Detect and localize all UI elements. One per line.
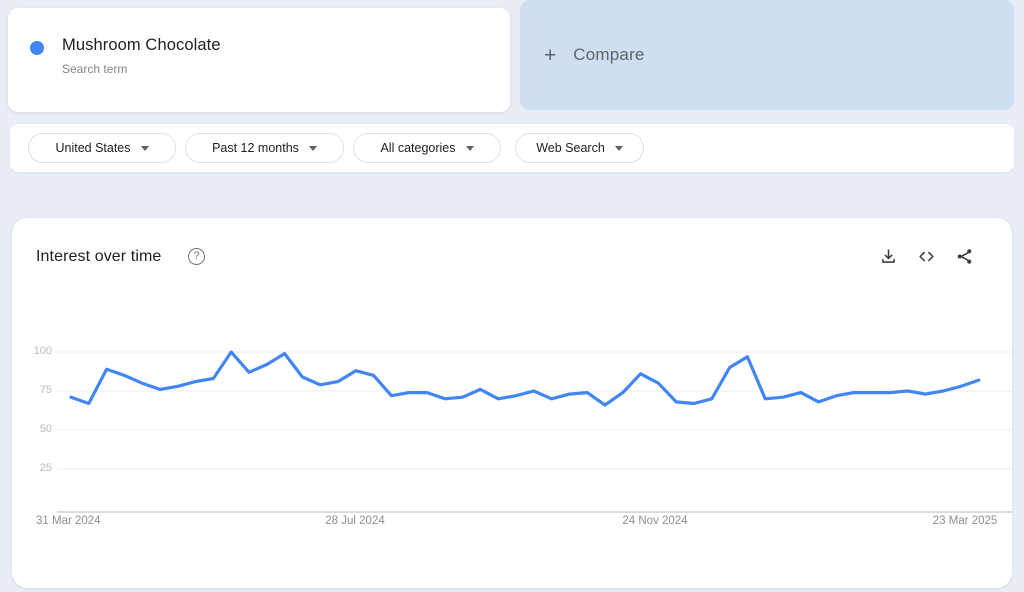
filter-timerange-label: Past 12 months bbox=[212, 141, 299, 155]
chart-actions bbox=[879, 247, 974, 266]
filter-category-dropdown[interactable]: All categories bbox=[353, 133, 501, 163]
search-term-card[interactable]: Mushroom Chocolate Search term bbox=[8, 8, 510, 112]
search-term-title: Mushroom Chocolate bbox=[62, 36, 221, 54]
x-axis-tick: 23 Mar 2025 bbox=[932, 515, 998, 527]
search-term-type-label: Search term bbox=[62, 62, 128, 76]
plus-icon: + bbox=[544, 43, 557, 67]
trend-line-plot[interactable] bbox=[57, 348, 1012, 520]
filter-searchtype-dropdown[interactable]: Web Search bbox=[515, 133, 644, 163]
embed-icon[interactable] bbox=[917, 247, 936, 266]
x-axis-tick: 31 Mar 2024 bbox=[36, 515, 101, 527]
filter-timerange-dropdown[interactable]: Past 12 months bbox=[185, 133, 344, 163]
filter-region-dropdown[interactable]: United States bbox=[28, 133, 176, 163]
compare-label: Compare bbox=[573, 45, 645, 64]
y-axis-tick: 75 bbox=[39, 384, 52, 396]
help-icon[interactable]: ? bbox=[188, 248, 205, 265]
chevron-down-icon bbox=[140, 145, 149, 151]
filter-searchtype-label: Web Search bbox=[536, 141, 605, 155]
filter-region-label: United States bbox=[55, 141, 131, 155]
chevron-down-icon bbox=[465, 145, 474, 151]
share-icon[interactable] bbox=[955, 247, 974, 266]
filter-bar: United States Past 12 months All categor… bbox=[10, 124, 1014, 172]
y-axis-tick: 100 bbox=[33, 345, 52, 357]
chevron-down-icon bbox=[614, 145, 623, 151]
x-axis-tick: 24 Nov 2024 bbox=[622, 515, 688, 527]
chevron-down-icon bbox=[308, 145, 317, 151]
download-icon[interactable] bbox=[879, 247, 898, 266]
y-axis-tick: 50 bbox=[39, 423, 52, 435]
series-color-dot-icon bbox=[30, 41, 44, 55]
chart-title: Interest over time bbox=[36, 248, 162, 265]
compare-add-card[interactable]: + Compare bbox=[520, 0, 1014, 110]
y-axis-tick: 25 bbox=[39, 462, 52, 474]
interest-over-time-card: Interest over time ? 100 bbox=[12, 218, 1012, 588]
filter-category-label: All categories bbox=[380, 141, 456, 155]
x-axis-tick: 28 Jul 2024 bbox=[325, 515, 385, 527]
